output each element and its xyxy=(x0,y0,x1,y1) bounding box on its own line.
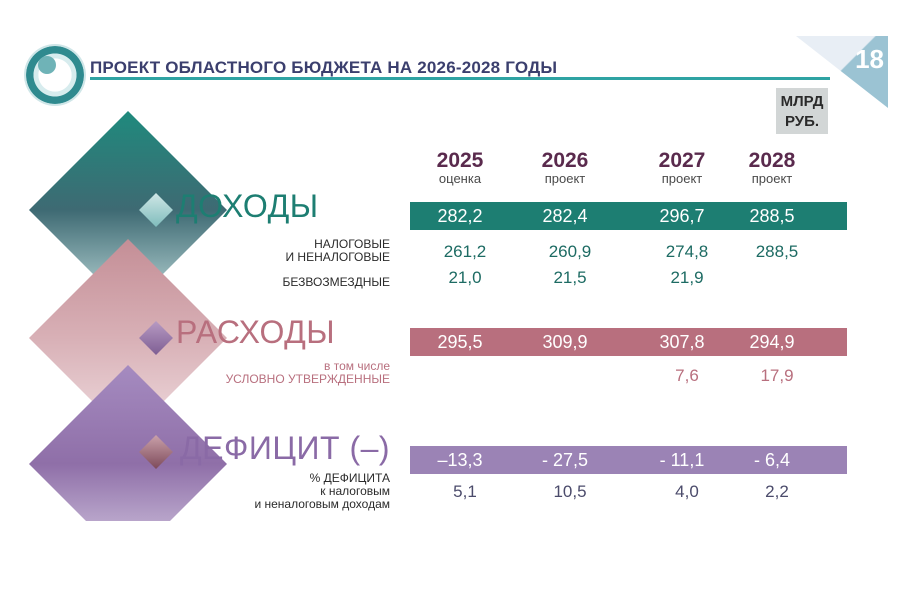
year-label: 2026 xyxy=(541,149,589,172)
deficit-total-2028: - 6,4 xyxy=(753,450,791,470)
year-header-2028: 2028 проект xyxy=(727,150,817,186)
unit-line-1: МЛРД xyxy=(780,93,824,110)
grants-2027: 21,9 xyxy=(670,268,704,287)
page-number: 18 xyxy=(855,44,884,74)
page-title: ПРОЕКТ ОБЛАСТНОГО БЮДЖЕТА НА 2026-2028 Г… xyxy=(90,58,558,77)
income-total-2025: 282,2 xyxy=(437,206,483,226)
expenses-label: РАСХОДЫ xyxy=(176,314,336,350)
year-label: 2025 xyxy=(436,149,484,172)
conditional-label-line-2: УСЛОВНО УТВЕРЖДЕННЫЕ xyxy=(225,372,390,386)
deficit-total-2025: –13,3 xyxy=(437,450,483,470)
tax-label-line-2: И НЕНАЛОГОВЫЕ xyxy=(285,250,390,264)
expenses-total-2026: 309,9 xyxy=(542,332,588,352)
year-header-2027: 2027 проект xyxy=(637,150,727,186)
income-label: ДОХОДЫ xyxy=(176,188,319,224)
income-bar xyxy=(410,202,847,230)
title-underline xyxy=(90,77,830,80)
deficit-label: ДЕФИЦИТ (–) xyxy=(180,430,391,466)
income-total-2027: 296,7 xyxy=(659,206,705,226)
deficit-pct-2028: 2,2 xyxy=(765,482,789,501)
conditional-label-line-1: в том числе xyxy=(324,359,390,373)
grants-2025: 21,0 xyxy=(448,268,482,287)
region-emblem-logo xyxy=(26,46,84,104)
year-header-2026: 2026 проект xyxy=(520,150,610,186)
deficit-pct-label-line-2: к налоговым xyxy=(320,484,390,498)
year-status: проект xyxy=(544,171,586,186)
tax-income-2026: 260,9 xyxy=(548,242,592,261)
unit-badge: МЛРД РУБ. xyxy=(776,88,828,134)
tax-income-2028: 288,5 xyxy=(755,242,799,261)
deficit-pct-label-line-3: и неналоговым доходам xyxy=(254,497,390,511)
year-status: оценка xyxy=(438,171,482,186)
year-status: проект xyxy=(751,171,793,186)
deficit-pct-2025: 5,1 xyxy=(453,482,477,501)
conditional-2027: 7,6 xyxy=(675,366,699,385)
deficit-pct-2027: 4,0 xyxy=(675,482,699,501)
grants-label: БЕЗВОЗМЕЗДНЫЕ xyxy=(282,275,390,289)
deficit-total-2026: - 27,5 xyxy=(541,450,589,470)
expenses-total-2025: 295,5 xyxy=(437,332,483,352)
tax-label-line-1: НАЛОГОВЫЕ xyxy=(314,237,390,251)
conditional-2028: 17,9 xyxy=(760,366,794,385)
logo-center xyxy=(38,56,56,74)
conditional-label: в том числе УСЛОВНО УТВЕРЖДЕННЫЕ xyxy=(226,360,390,386)
year-label: 2027 xyxy=(658,149,706,172)
deficit-pct-label: % ДЕФИЦИТА к налоговым и неналоговым дох… xyxy=(254,472,390,511)
expenses-total-2027: 307,8 xyxy=(659,332,705,352)
income-total-2026: 282,4 xyxy=(542,206,588,226)
tax-income-label: НАЛОГОВЫЕ И НЕНАЛОГОВЫЕ xyxy=(285,238,390,264)
income-total-2028: 288,5 xyxy=(749,206,795,226)
expenses-bar xyxy=(410,328,847,356)
year-label: 2028 xyxy=(748,149,796,172)
year-status: проект xyxy=(661,171,703,186)
deficit-pct-2026: 10,5 xyxy=(553,482,587,501)
expenses-total-2028: 294,9 xyxy=(749,332,795,352)
tax-income-2027: 274,8 xyxy=(665,242,709,261)
deficit-total-2027: - 11,1 xyxy=(659,450,705,470)
year-header-2025: 2025 оценка xyxy=(415,150,505,186)
deficit-pct-label-line-1: % ДЕФИЦИТА xyxy=(309,471,390,485)
deficit-bar xyxy=(410,446,847,474)
tax-income-2025: 261,2 xyxy=(443,242,487,261)
unit-line-2: РУБ. xyxy=(784,113,820,130)
grants-2026: 21,5 xyxy=(553,268,587,287)
slide: ПРОЕКТ ОБЛАСТНОГО БЮДЖЕТА НА 2026-2028 Г… xyxy=(18,36,888,521)
